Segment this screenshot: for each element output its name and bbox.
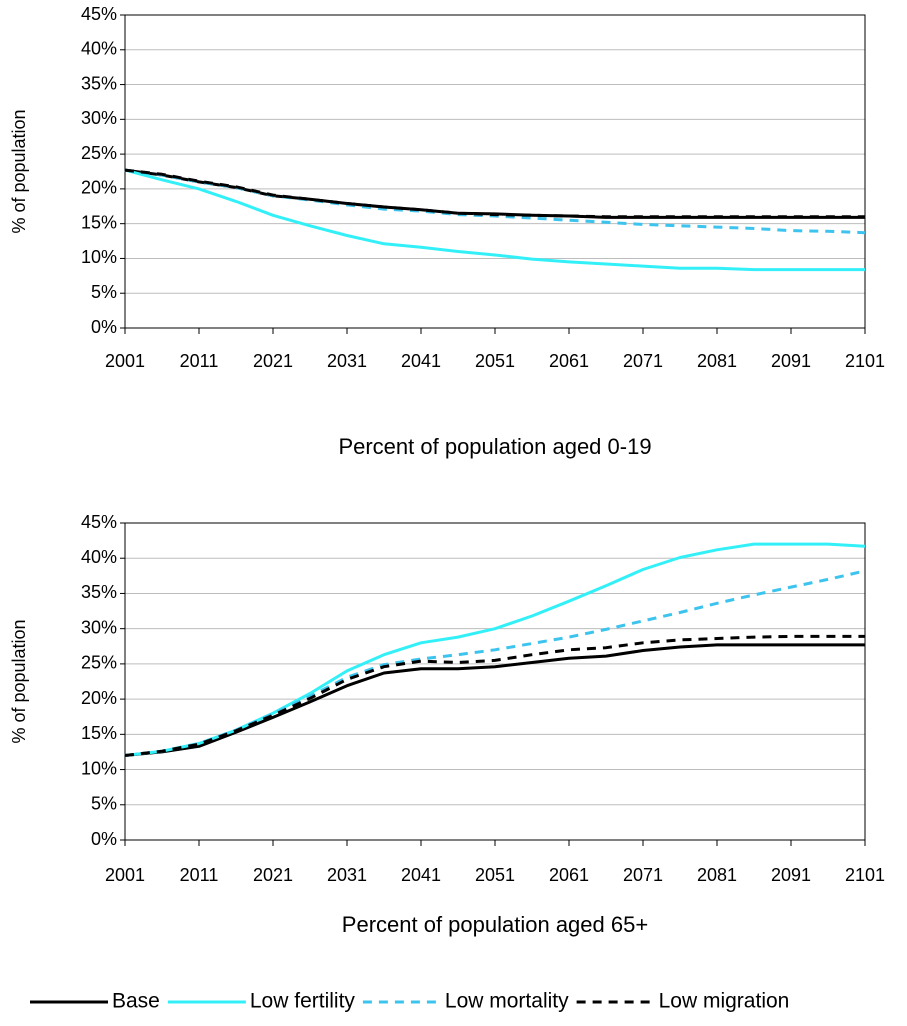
series-line: [124, 643, 865, 757]
y-tick-label: 15%: [81, 212, 117, 232]
y-tick-label: 40%: [81, 547, 117, 567]
legend-label: Base: [112, 990, 160, 1013]
y-tick-label: 30%: [81, 108, 117, 128]
series-line: [124, 168, 865, 272]
x-tick-label: 2081: [697, 351, 737, 371]
x-tick-label: 2071: [623, 865, 663, 885]
y-tick-label: 5%: [91, 794, 117, 814]
series-line: [124, 634, 865, 757]
plot-frame: [124, 14, 866, 329]
x-tick-label: 2061: [549, 351, 589, 371]
x-tick-label: 2061: [549, 865, 589, 885]
x-tick-label: 2041: [401, 865, 441, 885]
x-tick-label: 2051: [475, 351, 515, 371]
x-tick-label: 2101: [845, 865, 885, 885]
x-tick-label: 2071: [623, 351, 663, 371]
y-tick-label: 45%: [81, 4, 117, 24]
chart-title: Percent of population aged 65+: [342, 912, 648, 937]
y-axis-label: % of population: [9, 109, 29, 233]
x-tick-label: 2091: [771, 351, 811, 371]
y-tick-label: 10%: [81, 247, 117, 267]
series-line: [124, 569, 866, 757]
y-tick-label: 0%: [91, 317, 117, 337]
y-tick-label: 30%: [81, 617, 117, 637]
x-tick-label: 2031: [327, 865, 367, 885]
legend-label: Low fertility: [250, 990, 356, 1013]
y-axis-label: % of population: [9, 619, 29, 743]
x-tick-label: 2011: [180, 351, 219, 371]
y-tick-label: 20%: [81, 688, 117, 708]
y-tick-label: 10%: [81, 758, 117, 778]
x-tick-label: 2031: [327, 351, 367, 371]
x-tick-label: 2081: [697, 865, 737, 885]
y-tick-label: 35%: [81, 582, 117, 602]
x-tick-label: 2021: [253, 865, 293, 885]
y-tick-label: 45%: [81, 512, 117, 532]
x-tick-label: 2001: [105, 865, 145, 885]
y-tick-label: 15%: [81, 723, 117, 743]
legend-label: Low mortality: [445, 990, 569, 1013]
x-tick-label: 2001: [105, 351, 145, 371]
x-tick-label: 2101: [845, 351, 885, 371]
y-tick-label: 25%: [81, 653, 117, 673]
x-tick-label: 2041: [401, 351, 441, 371]
x-tick-label: 2011: [180, 865, 219, 885]
series-line: [124, 168, 865, 219]
series-line: [124, 168, 865, 219]
y-tick-label: 0%: [91, 829, 117, 849]
x-tick-label: 2091: [771, 865, 811, 885]
chart-title: Percent of population aged 0-19: [338, 434, 651, 459]
legend-label: Low migration: [659, 990, 790, 1013]
y-tick-label: 40%: [81, 39, 117, 59]
x-tick-label: 2021: [253, 351, 293, 371]
plot-frame: [124, 522, 866, 841]
y-tick-label: 25%: [81, 143, 117, 163]
y-tick-label: 20%: [81, 178, 117, 198]
y-tick-label: 35%: [81, 73, 117, 93]
x-tick-label: 2051: [475, 865, 515, 885]
y-tick-label: 5%: [91, 282, 117, 302]
